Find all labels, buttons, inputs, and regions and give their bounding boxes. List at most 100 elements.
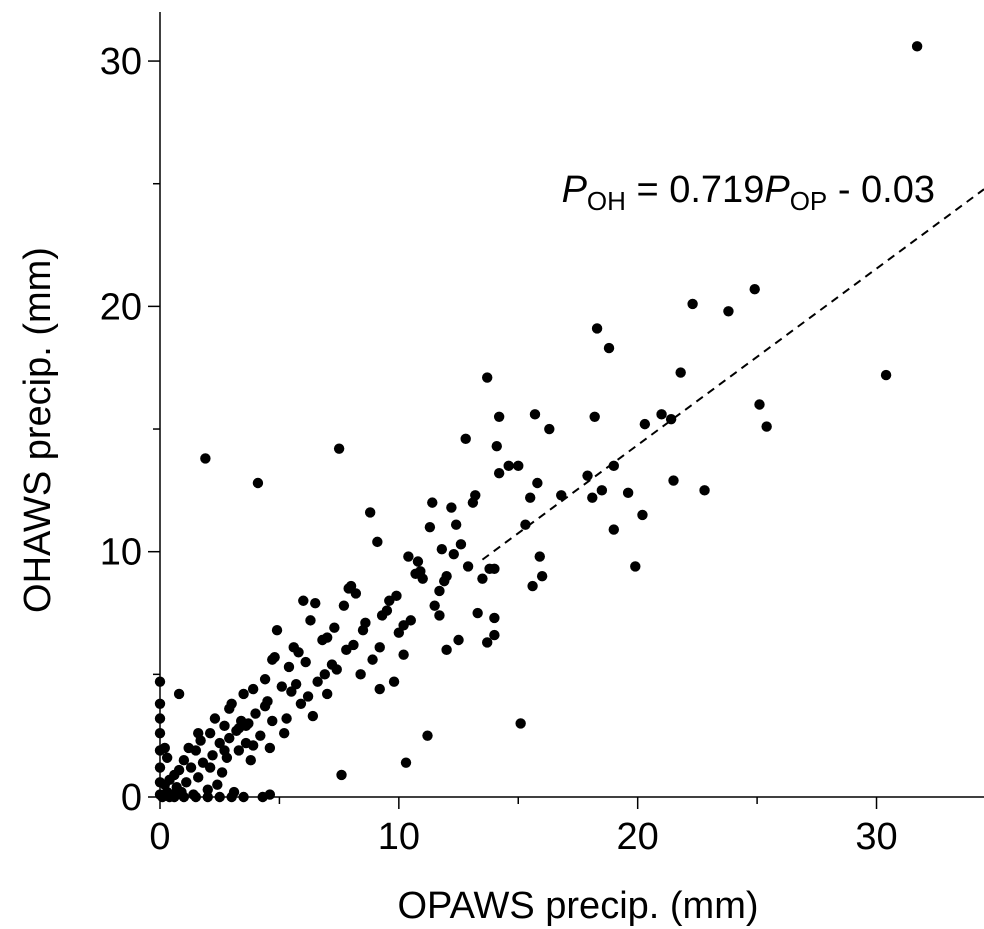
data-point xyxy=(240,720,252,732)
data-point xyxy=(238,688,249,700)
data-point xyxy=(245,755,256,766)
data-point xyxy=(214,791,225,803)
data-point xyxy=(439,575,450,587)
data-point xyxy=(448,548,459,560)
data-point xyxy=(219,720,230,732)
data-point xyxy=(596,485,608,496)
data-point xyxy=(911,41,923,52)
y-tick-label: 0 xyxy=(121,777,142,819)
data-point xyxy=(307,710,319,722)
data-point xyxy=(536,571,548,582)
data-point xyxy=(209,713,221,724)
data-point xyxy=(233,745,245,756)
data-point xyxy=(429,600,440,611)
data-point xyxy=(608,524,619,535)
data-point xyxy=(489,612,500,624)
data-point xyxy=(224,732,235,744)
data-point xyxy=(880,369,892,381)
data-point xyxy=(608,460,619,472)
data-point xyxy=(154,777,166,788)
data-point xyxy=(276,681,288,692)
data-point xyxy=(529,409,541,420)
data-point xyxy=(238,791,249,803)
data-point xyxy=(484,563,495,575)
data-point xyxy=(513,460,524,472)
data-point xyxy=(582,470,593,481)
data-point xyxy=(207,750,218,761)
data-point xyxy=(293,647,304,658)
data-point xyxy=(171,781,182,793)
data-point xyxy=(252,477,264,489)
data-point xyxy=(264,789,276,800)
data-point xyxy=(372,536,383,548)
data-point xyxy=(441,644,452,656)
data-point xyxy=(520,519,531,530)
eq-lhs-sub: OH xyxy=(587,186,626,216)
data-point xyxy=(398,649,409,660)
data-point xyxy=(329,622,340,633)
data-point xyxy=(159,742,170,754)
data-point xyxy=(532,477,543,489)
data-point xyxy=(591,323,603,334)
data-point xyxy=(255,730,266,741)
data-point xyxy=(267,715,278,727)
data-point xyxy=(656,409,667,420)
data-point xyxy=(283,661,295,673)
data-point xyxy=(427,497,438,508)
axes xyxy=(159,12,984,798)
data-point xyxy=(637,509,648,521)
data-point xyxy=(183,742,194,754)
data-point xyxy=(699,485,710,496)
data-point xyxy=(193,772,204,783)
data-point xyxy=(687,298,698,310)
data-point xyxy=(434,610,445,621)
data-point xyxy=(298,595,309,606)
data-point xyxy=(525,492,536,503)
data-point xyxy=(224,703,235,714)
data-point xyxy=(761,421,772,432)
fit-line xyxy=(481,188,984,561)
data-point xyxy=(216,767,228,778)
data-point xyxy=(462,561,474,572)
data-point xyxy=(393,627,405,638)
data-point xyxy=(388,676,400,687)
data-point xyxy=(754,399,765,410)
data-point xyxy=(491,441,502,452)
data-point xyxy=(336,769,347,781)
data-point xyxy=(410,568,421,579)
data-point xyxy=(412,556,424,567)
data-point xyxy=(185,762,197,773)
data-point xyxy=(391,590,402,602)
data-point xyxy=(668,475,679,486)
data-point xyxy=(436,544,448,555)
data-point xyxy=(403,551,414,562)
data-point xyxy=(630,561,641,572)
data-point xyxy=(247,683,259,695)
data-point xyxy=(338,600,350,611)
data-point xyxy=(278,728,290,739)
data-point xyxy=(300,656,311,668)
data-point xyxy=(446,502,457,513)
data-point xyxy=(302,691,314,702)
data-point xyxy=(290,678,302,690)
data-point xyxy=(723,306,734,317)
data-point xyxy=(200,453,211,464)
data-point xyxy=(204,728,216,739)
data-point xyxy=(161,752,173,763)
data-point xyxy=(212,779,223,790)
data-point xyxy=(219,745,230,756)
data-point xyxy=(154,789,166,800)
eq-lhs-var: P xyxy=(562,169,588,211)
data-point xyxy=(178,791,190,803)
x-tick-label: 10 xyxy=(378,816,420,858)
data-point xyxy=(319,669,330,680)
data-point xyxy=(343,583,354,594)
y-tick-label: 30 xyxy=(100,41,142,83)
ticks xyxy=(148,60,878,809)
data-point xyxy=(204,762,216,773)
data-point xyxy=(544,423,555,435)
data-point xyxy=(247,740,259,751)
data-point xyxy=(202,791,213,803)
data-point xyxy=(312,676,323,687)
